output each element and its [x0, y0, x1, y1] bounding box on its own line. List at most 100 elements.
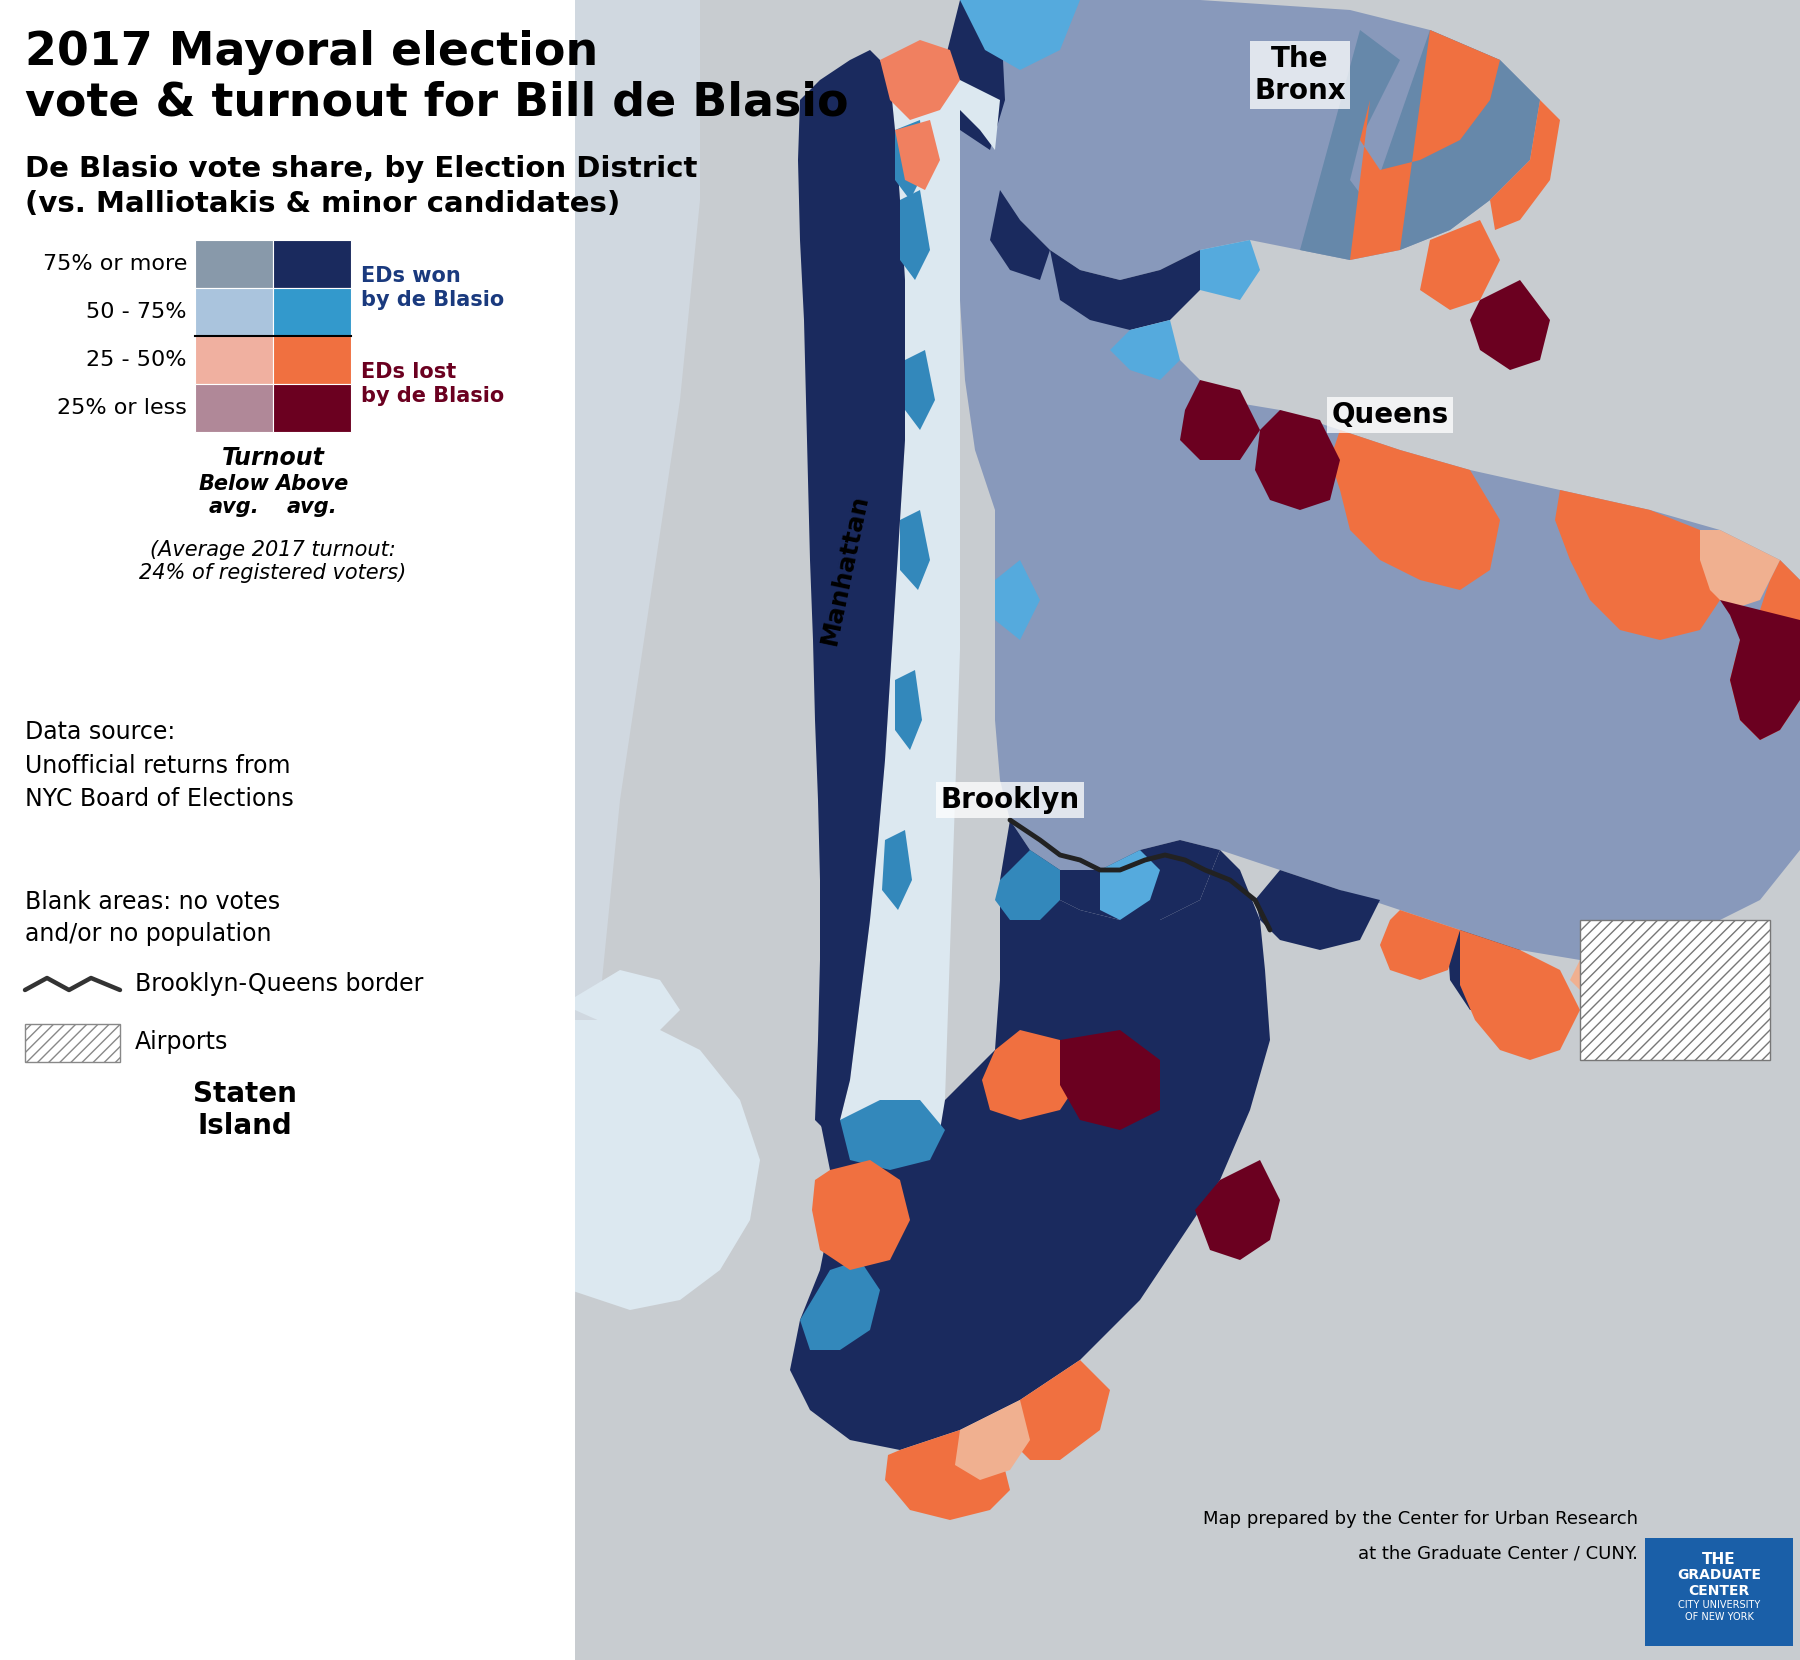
- Text: 50 - 75%: 50 - 75%: [86, 302, 187, 322]
- Polygon shape: [1100, 850, 1159, 920]
- Bar: [1580, 920, 1769, 1061]
- Bar: [194, 383, 274, 432]
- Bar: [25, 1024, 121, 1062]
- Text: at the Graduate Center / CUNY.: at the Graduate Center / CUNY.: [1357, 1544, 1638, 1562]
- Text: Staten
Island: Staten Island: [193, 1079, 297, 1140]
- Polygon shape: [378, 1150, 450, 1230]
- Text: (vs. Malliotakis & minor candidates): (vs. Malliotakis & minor candidates): [25, 189, 621, 217]
- Polygon shape: [1010, 1360, 1111, 1461]
- Text: Queens: Queens: [1332, 402, 1449, 428]
- Bar: [194, 287, 274, 335]
- Polygon shape: [880, 40, 959, 120]
- Polygon shape: [256, 1081, 371, 1180]
- Polygon shape: [983, 1029, 1080, 1121]
- Polygon shape: [1330, 430, 1499, 589]
- Polygon shape: [1255, 410, 1339, 510]
- Polygon shape: [571, 0, 700, 1660]
- Polygon shape: [959, 0, 1080, 70]
- Text: EDs lost
by de Blasio: EDs lost by de Blasio: [362, 362, 504, 405]
- Bar: [1645, 1539, 1793, 1647]
- Polygon shape: [797, 50, 905, 1130]
- Polygon shape: [841, 1101, 945, 1170]
- Bar: [274, 335, 351, 383]
- Polygon shape: [990, 189, 1049, 281]
- Text: 25% or less: 25% or less: [58, 398, 187, 418]
- Polygon shape: [956, 1399, 1030, 1481]
- Text: The
Bronx: The Bronx: [1255, 45, 1346, 105]
- Polygon shape: [1555, 490, 1721, 641]
- Polygon shape: [135, 940, 211, 1009]
- Polygon shape: [995, 850, 1060, 920]
- Text: 25 - 50%: 25 - 50%: [86, 350, 187, 370]
- Bar: [571, 0, 1800, 1660]
- Text: Turnout: Turnout: [221, 447, 324, 470]
- Bar: [0, 0, 574, 1660]
- Polygon shape: [571, 969, 680, 1029]
- Polygon shape: [1460, 930, 1580, 1061]
- Text: vote & turnout for Bill de Blasio: vote & turnout for Bill de Blasio: [25, 80, 848, 124]
- Polygon shape: [900, 510, 931, 589]
- Bar: [194, 241, 274, 287]
- Text: THE: THE: [1703, 1552, 1735, 1567]
- Polygon shape: [1721, 599, 1800, 740]
- Polygon shape: [812, 1160, 911, 1270]
- Polygon shape: [895, 120, 940, 189]
- Bar: [274, 241, 351, 287]
- Text: Brooklyn: Brooklyn: [940, 785, 1080, 813]
- Polygon shape: [869, 60, 1001, 149]
- Polygon shape: [1111, 320, 1181, 380]
- Polygon shape: [40, 940, 481, 1439]
- Text: OF NEW YORK: OF NEW YORK: [1685, 1612, 1753, 1622]
- Polygon shape: [1060, 840, 1220, 920]
- Polygon shape: [1181, 380, 1260, 460]
- Polygon shape: [1350, 30, 1499, 261]
- Text: Blank areas: no votes
and/or no population: Blank areas: no votes and/or no populati…: [25, 890, 281, 946]
- Bar: [274, 383, 351, 432]
- Polygon shape: [1471, 281, 1550, 370]
- Polygon shape: [959, 0, 1541, 281]
- Polygon shape: [166, 1051, 230, 1120]
- Polygon shape: [1570, 950, 1640, 999]
- Polygon shape: [1640, 930, 1721, 994]
- Text: 2017 Mayoral election: 2017 Mayoral election: [25, 30, 598, 75]
- Polygon shape: [882, 830, 913, 910]
- Bar: [274, 287, 351, 335]
- Polygon shape: [1699, 530, 1780, 609]
- Polygon shape: [1049, 251, 1201, 330]
- Polygon shape: [1490, 100, 1561, 231]
- Polygon shape: [1255, 870, 1381, 950]
- Text: Below
avg.: Below avg.: [198, 475, 270, 518]
- Polygon shape: [475, 1019, 760, 1310]
- Text: Map prepared by the Center for Urban Research: Map prepared by the Center for Urban Res…: [1202, 1511, 1638, 1527]
- Polygon shape: [1447, 930, 1541, 1009]
- Text: Data source:
Unofficial returns from
NYC Board of Elections: Data source: Unofficial returns from NYC…: [25, 720, 293, 812]
- Polygon shape: [1381, 910, 1460, 979]
- Polygon shape: [886, 1429, 1010, 1521]
- Polygon shape: [205, 940, 400, 1091]
- Polygon shape: [940, 0, 1004, 149]
- Text: Brooklyn-Queens border: Brooklyn-Queens border: [135, 973, 423, 996]
- Polygon shape: [799, 1260, 880, 1350]
- Polygon shape: [1060, 1029, 1159, 1130]
- Text: 75% or more: 75% or more: [43, 254, 187, 274]
- Polygon shape: [958, 80, 1800, 959]
- Polygon shape: [841, 60, 959, 1130]
- Polygon shape: [895, 120, 925, 199]
- Polygon shape: [410, 999, 481, 1120]
- Text: (Average 2017 turnout:
24% of registered voters): (Average 2017 turnout: 24% of registered…: [139, 540, 407, 583]
- Polygon shape: [1420, 221, 1499, 310]
- Polygon shape: [1730, 559, 1800, 740]
- Text: Manhattan: Manhattan: [817, 493, 873, 647]
- Text: CITY UNIVERSITY: CITY UNIVERSITY: [1678, 1600, 1760, 1610]
- Text: EDs won
by de Blasio: EDs won by de Blasio: [362, 266, 504, 310]
- Polygon shape: [895, 671, 922, 750]
- Polygon shape: [900, 189, 931, 281]
- Text: CENTER: CENTER: [1688, 1584, 1750, 1599]
- Text: Above
avg.: Above avg.: [275, 475, 349, 518]
- Polygon shape: [1195, 1160, 1280, 1260]
- Polygon shape: [995, 559, 1040, 641]
- Polygon shape: [905, 350, 934, 430]
- Text: Airports: Airports: [135, 1029, 229, 1054]
- Polygon shape: [1300, 30, 1541, 261]
- Text: De Blasio vote share, by Election District: De Blasio vote share, by Election Distri…: [25, 154, 697, 183]
